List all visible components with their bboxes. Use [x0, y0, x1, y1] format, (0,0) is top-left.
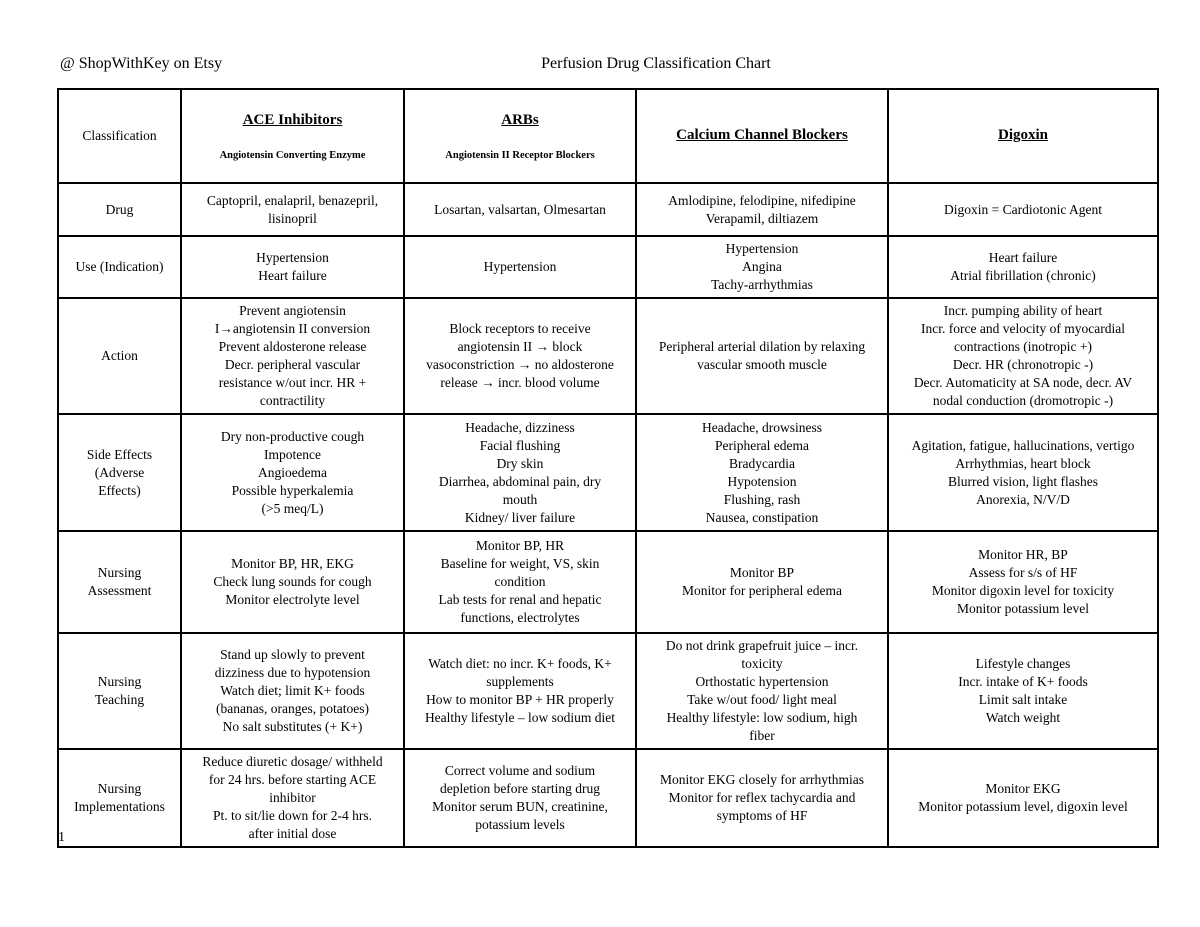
- column-header-ace-inhibitors: ACE Inhibitors Angiotensin Converting En…: [180, 87, 405, 185]
- cell-drug-ccb: Amlodipine, felodipine, nifedipine Verap…: [635, 182, 889, 238]
- row-label-use-indication: Use (Indication): [57, 235, 182, 300]
- cell-teaching-digoxin: Lifestyle changes Incr. intake of K+ foo…: [887, 632, 1159, 751]
- cell-use-digoxin: Heart failure Atrial fibrillation (chron…: [887, 235, 1159, 300]
- column-subtitle: Angiotensin Converting Enzyme: [219, 149, 366, 161]
- column-title: Digoxin: [997, 127, 1048, 144]
- cell-teaching-arbs: Watch diet: no incr. K+ foods, K+ supple…: [403, 632, 637, 751]
- cell-drug-digoxin: Digoxin = Cardiotonic Agent: [887, 182, 1159, 238]
- cell-side-effects-digoxin: Agitation, fatigue, hallucinations, vert…: [887, 413, 1159, 533]
- drug-classification-table: Classification ACE Inhibitors Angiotensi…: [57, 87, 1159, 848]
- row-label-nursing-teaching: Nursing Teaching: [57, 632, 182, 751]
- cell-implementations-ace: Reduce diuretic dosage/ withheld for 24 …: [180, 748, 405, 848]
- cell-implementations-ccb: Monitor EKG closely for arrhythmias Moni…: [635, 748, 889, 848]
- column-header-digoxin: Digoxin: [887, 87, 1159, 185]
- column-header-classification: Classification: [57, 87, 182, 185]
- cell-teaching-ace: Stand up slowly to prevent dizziness due…: [180, 632, 405, 751]
- row-label-nursing-implementations: Nursing Implementations: [57, 748, 182, 848]
- cell-action-arbs: Block receptors to receive angiotensin I…: [403, 297, 637, 416]
- column-header-arbs: ARBs Angiotensin II Receptor Blockers: [403, 87, 637, 185]
- table-row-nursing-assessment: Nursing Assessment Monitor BP, HR, EKG C…: [57, 530, 1159, 635]
- table-row-side-effects: Side Effects (Adverse Effects) Dry non-p…: [57, 413, 1159, 533]
- cell-action-ccb: Peripheral arterial dilation by relaxing…: [635, 297, 889, 416]
- cell-use-ace: Hypertension Heart failure: [180, 235, 405, 300]
- table-header-row: Classification ACE Inhibitors Angiotensi…: [57, 87, 1159, 185]
- column-title: Calcium Channel Blockers: [676, 127, 848, 144]
- cell-action-ace: Prevent angiotensin I→angiotensin II con…: [180, 297, 405, 416]
- row-label-side-effects: Side Effects (Adverse Effects): [57, 413, 182, 533]
- cell-action-digoxin: Incr. pumping ability of heart Incr. for…: [887, 297, 1159, 416]
- cell-assessment-arbs: Monitor BP, HR Baseline for weight, VS, …: [403, 530, 637, 635]
- page-title: Perfusion Drug Classification Chart: [541, 55, 771, 72]
- column-title: ARBs: [501, 111, 539, 128]
- cell-assessment-digoxin: Monitor HR, BP Assess for s/s of HF Moni…: [887, 530, 1159, 635]
- page-number: 1: [58, 830, 65, 845]
- cell-side-effects-ace: Dry non-productive cough Impotence Angio…: [180, 413, 405, 533]
- column-header-calcium-channel-blockers: Calcium Channel Blockers: [635, 87, 889, 185]
- cell-implementations-digoxin: Monitor EKG Monitor potassium level, dig…: [887, 748, 1159, 848]
- column-title: ACE Inhibitors: [242, 111, 343, 128]
- cell-assessment-ace: Monitor BP, HR, EKG Check lung sounds fo…: [180, 530, 405, 635]
- cell-side-effects-ccb: Headache, drowsiness Peripheral edema Br…: [635, 413, 889, 533]
- table-row-use-indication: Use (Indication) Hypertension Heart fail…: [57, 235, 1159, 300]
- cell-side-effects-arbs: Headache, dizziness Facial flushing Dry …: [403, 413, 637, 533]
- row-label-drug: Drug: [57, 182, 182, 238]
- row-label-action: Action: [57, 297, 182, 416]
- table-row-drug: Drug Captopril, enalapril, benazepril, l…: [57, 182, 1159, 238]
- cell-drug-arbs: Losartan, valsartan, Olmesartan: [403, 182, 637, 238]
- cell-use-arbs: Hypertension: [403, 235, 637, 300]
- shop-credit: @ ShopWithKey on Etsy: [60, 55, 223, 72]
- row-label-nursing-assessment: Nursing Assessment: [57, 530, 182, 635]
- column-subtitle: Angiotensin II Receptor Blockers: [445, 149, 595, 161]
- cell-drug-ace: Captopril, enalapril, benazepril, lisino…: [180, 182, 405, 238]
- table-row-nursing-implementations: Nursing Implementations Reduce diuretic …: [57, 748, 1159, 848]
- cell-implementations-arbs: Correct volume and sodium depletion befo…: [403, 748, 637, 848]
- cell-assessment-ccb: Monitor BP Monitor for peripheral edema: [635, 530, 889, 635]
- page-header: @ ShopWithKey on Etsy Perfusion Drug Cla…: [0, 55, 1200, 79]
- cell-use-ccb: Hypertension Angina Tachy-arrhythmias: [635, 235, 889, 300]
- table-row-nursing-teaching: Nursing Teaching Stand up slowly to prev…: [57, 632, 1159, 751]
- table-row-action: Action Prevent angiotensin I→angiotensin…: [57, 297, 1159, 416]
- cell-teaching-ccb: Do not drink grapefruit juice – incr. to…: [635, 632, 889, 751]
